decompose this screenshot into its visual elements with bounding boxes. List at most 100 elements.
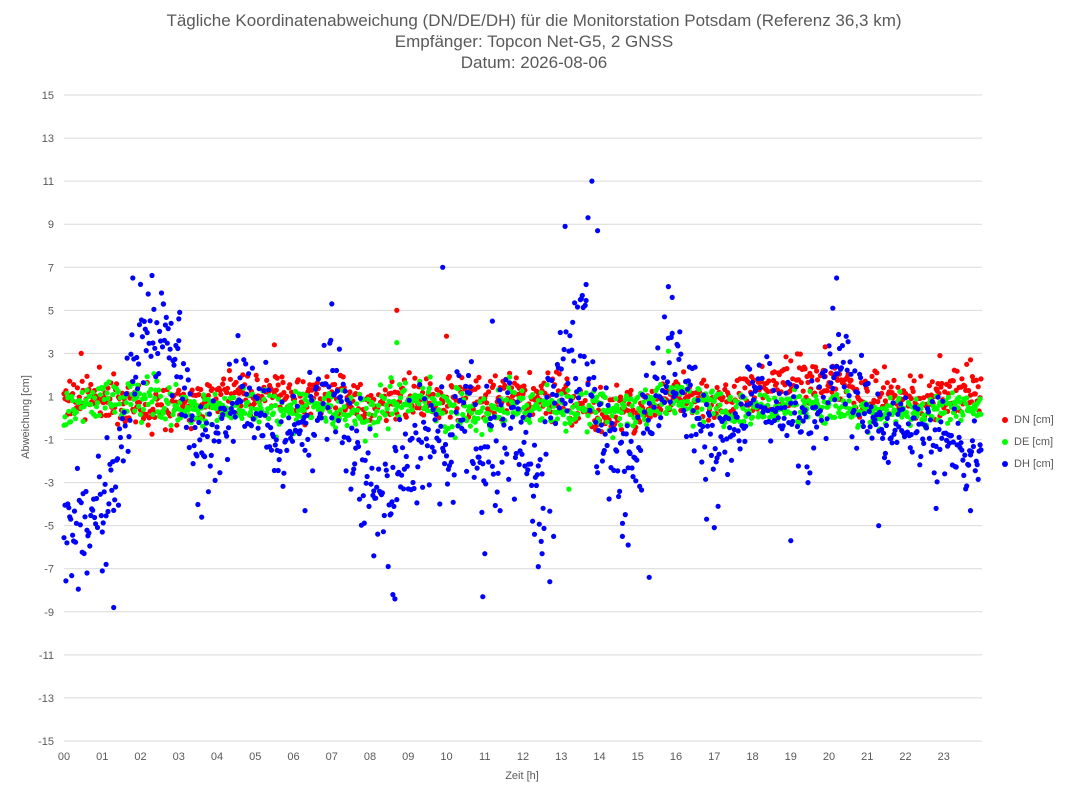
x-tick-label: 05 [249, 751, 261, 763]
data-point-dh [315, 376, 321, 382]
data-point-de [137, 411, 144, 418]
x-tick-label: 08 [364, 751, 376, 763]
data-point-dh [140, 380, 146, 386]
data-point-dh [802, 407, 808, 413]
data-point-dh [244, 391, 250, 397]
data-point-dh [882, 450, 889, 456]
data-point-dh [572, 300, 578, 306]
data-point-dh [768, 438, 774, 444]
data-point-de [63, 422, 69, 428]
data-point-de [426, 385, 432, 391]
data-point-dh [597, 401, 604, 407]
outlier-point-dn [967, 357, 974, 363]
data-point-dh [148, 353, 154, 359]
data-point-dh [412, 422, 418, 428]
data-point-de [582, 407, 588, 413]
data-point-dh [87, 543, 93, 549]
data-point-dh [181, 385, 188, 391]
data-point-dh [338, 399, 344, 405]
data-point-dh [305, 436, 311, 442]
data-point-dh [376, 466, 382, 472]
data-point-de [110, 392, 116, 398]
data-point-de [921, 412, 927, 418]
data-point-dn [705, 417, 712, 423]
data-point-dh [928, 449, 934, 455]
data-point-dh [642, 394, 649, 400]
outlier-point-dh [84, 570, 90, 576]
data-point-de [899, 414, 905, 420]
data-point-dn [776, 372, 782, 378]
legend-item-dh: DH [cm] [1002, 453, 1054, 475]
data-point-de [94, 400, 101, 406]
data-point-de [377, 415, 383, 422]
data-point-dh [808, 430, 814, 436]
data-point-dh [124, 355, 130, 361]
data-point-dh [541, 525, 547, 532]
data-point-de [718, 391, 724, 397]
data-point-dh [203, 420, 210, 426]
data-point-dn [174, 422, 180, 428]
data-point-dh [834, 363, 840, 369]
data-point-dn [427, 381, 433, 387]
data-point-dn [340, 374, 346, 380]
x-axis-title: Zeit [h] [505, 770, 539, 782]
data-point-de [156, 387, 162, 393]
data-point-dh [261, 388, 267, 394]
data-point-dn [502, 382, 508, 389]
data-point-dh [133, 374, 139, 380]
data-point-dh [255, 425, 261, 431]
data-point-dh [371, 488, 377, 494]
data-point-dh [246, 385, 253, 391]
data-point-dh [182, 413, 188, 419]
data-point-dh [594, 464, 600, 470]
data-point-dh [390, 464, 396, 470]
data-point-dh [276, 457, 282, 463]
data-point-de [341, 404, 347, 410]
x-tick-label: 03 [173, 751, 185, 763]
data-point-dh [692, 364, 698, 370]
data-point-dh [464, 468, 470, 474]
data-point-dh [374, 484, 380, 490]
data-point-dh [411, 485, 417, 492]
data-point-dh [703, 476, 709, 482]
data-point-dh [921, 440, 927, 446]
data-point-dh [848, 371, 854, 377]
data-point-dh [589, 393, 595, 399]
data-point-dh [333, 367, 340, 374]
data-point-dh [852, 368, 858, 374]
data-point-dn [254, 377, 260, 383]
data-point-de [202, 396, 208, 402]
data-point-dh [534, 472, 540, 478]
data-point-de [222, 395, 228, 401]
data-point-dh [224, 456, 231, 463]
data-point-de [123, 400, 129, 406]
data-point-dh [749, 379, 756, 385]
data-point-dh [929, 398, 935, 405]
data-point-de [387, 383, 393, 389]
data-point-dh [728, 457, 735, 463]
data-point-dn [873, 378, 879, 384]
data-point-dh [437, 501, 443, 507]
outlier-point-dh [704, 516, 710, 522]
data-point-de [344, 422, 350, 429]
data-point-dh [614, 448, 620, 454]
data-point-dh [885, 459, 891, 465]
data-point-dh [329, 415, 335, 421]
data-point-dh [467, 384, 473, 390]
data-point-dh [867, 424, 873, 430]
data-point-dn [714, 384, 720, 391]
data-point-de [945, 420, 951, 426]
data-point-dn [737, 376, 743, 382]
data-point-dh [920, 436, 926, 442]
data-point-dh [685, 378, 692, 384]
data-point-dh [846, 393, 852, 399]
data-point-dh [540, 505, 546, 511]
data-point-dh [835, 371, 841, 377]
data-point-de [115, 389, 122, 395]
data-point-dn [209, 386, 215, 392]
data-point-de [666, 405, 672, 411]
data-point-dn [911, 378, 917, 384]
data-point-dh [759, 375, 765, 381]
data-point-dh [64, 540, 70, 546]
data-point-dh [905, 421, 912, 427]
